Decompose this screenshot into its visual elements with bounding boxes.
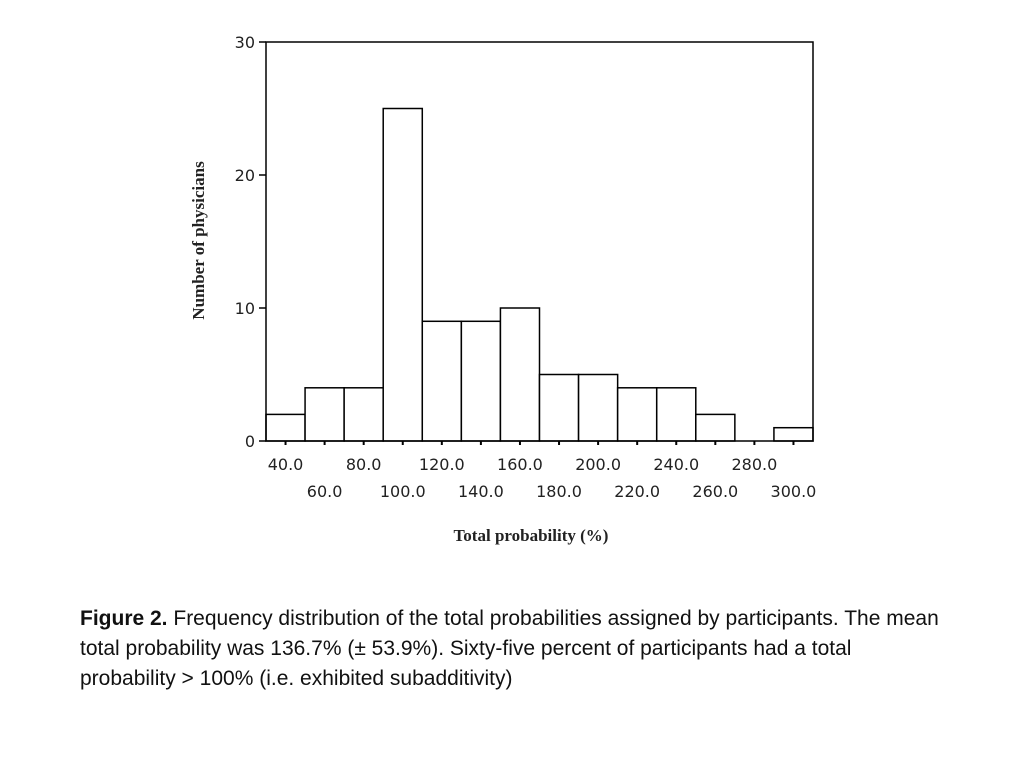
y-axis: 0 10 20 30 bbox=[235, 33, 266, 451]
x-tick-label-100.0: 100.0 bbox=[380, 482, 426, 501]
x-tick-label-120.0: 120.0 bbox=[419, 455, 465, 474]
figure-caption: Figure 2. Frequency distribution of the … bbox=[80, 604, 950, 694]
x-tick-label-180.0: 180.0 bbox=[536, 482, 582, 501]
x-tick-label-160.0: 160.0 bbox=[497, 455, 543, 474]
x-tick-label-240.0: 240.0 bbox=[653, 455, 699, 474]
histogram-chart: 0 10 20 30 40.060.080.0 100.0 120.0 140.0 160.0… bbox=[189, 33, 817, 545]
x-tick-label-220.0: 220.0 bbox=[614, 482, 660, 501]
bar-140.0 bbox=[460, 320, 502, 442]
bar-60.0 bbox=[304, 387, 345, 442]
bar-120.0 bbox=[421, 320, 463, 442]
caption-label: Figure 2. bbox=[80, 607, 168, 630]
caption-text: Frequency distribution of the total prob… bbox=[80, 607, 939, 690]
bar-220.0 bbox=[616, 387, 658, 442]
bar-260.0 bbox=[695, 413, 736, 442]
bar-240.0 bbox=[655, 387, 697, 442]
x-tick-label-280.0: 280.0 bbox=[731, 455, 777, 474]
x-tick-label-260.0: 260.0 bbox=[692, 482, 738, 501]
bar-40.0 bbox=[265, 413, 306, 442]
x-tick-label-140.0: 140.0 bbox=[458, 482, 504, 501]
bars-group bbox=[265, 107, 814, 442]
bar-180.0 bbox=[538, 373, 580, 442]
bar-200.0 bbox=[577, 373, 619, 442]
x-tick-label-80.0: 80.0 bbox=[346, 455, 382, 474]
x-tick-label-60.0: 60.0 bbox=[307, 482, 343, 501]
x-axis-title: Total probability (%) bbox=[454, 526, 609, 545]
y-tick-label-10: 10 bbox=[235, 299, 255, 318]
x-tick-label-300.0: 300.0 bbox=[771, 482, 817, 501]
bar-80.0 bbox=[343, 387, 384, 442]
plot-frame bbox=[265, 41, 814, 442]
x-tick-label-40.0: 40.0 bbox=[268, 455, 304, 474]
y-tick-label-0: 0 bbox=[245, 432, 255, 451]
x-tick-label-200.0: 200.0 bbox=[575, 455, 621, 474]
bar-100.0 bbox=[382, 107, 424, 442]
x-axis: 40.060.080.0 100.0 120.0 140.0 160.0 180.0 200… bbox=[268, 441, 817, 501]
y-tick-label-30: 30 bbox=[235, 33, 255, 52]
bar-300.0 bbox=[773, 426, 814, 442]
y-tick-label-20: 20 bbox=[235, 166, 255, 185]
y-axis-title: Number of physicians bbox=[189, 161, 208, 320]
bar-160.0 bbox=[499, 307, 541, 442]
